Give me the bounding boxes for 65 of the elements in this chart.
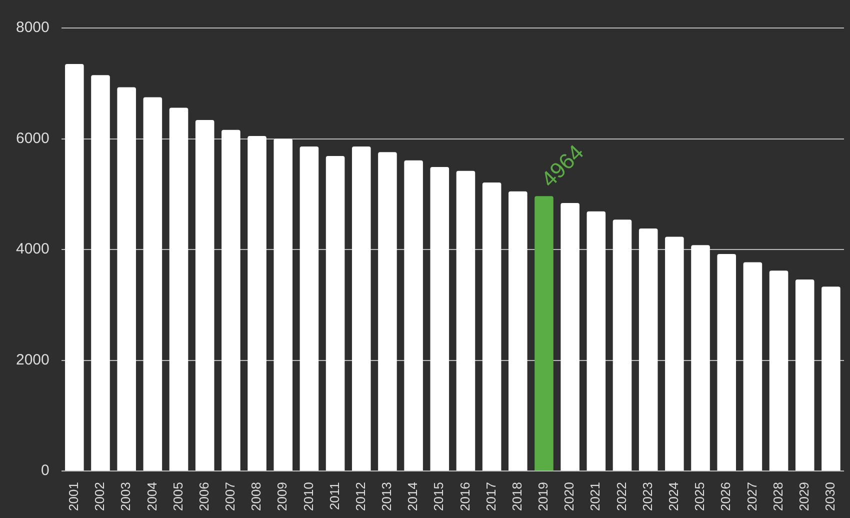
bar: [222, 130, 240, 471]
x-tick-label: 2022: [614, 482, 629, 511]
bar: [638, 228, 658, 471]
bar: [691, 245, 710, 471]
y-tick-label: 0: [41, 462, 50, 480]
bar: [117, 87, 136, 471]
x-tick-label: 2005: [170, 482, 186, 511]
x-tick-label: 2017: [483, 482, 498, 511]
bar: [795, 279, 814, 471]
x-tick-label: 2018: [509, 482, 524, 511]
x-tick-label: 2007: [222, 482, 238, 511]
x-tick-label: 2020: [562, 482, 577, 511]
x-tick-label: 2009: [274, 482, 290, 511]
x-tick-label: 2004: [144, 482, 160, 511]
bar: [65, 64, 84, 471]
bar: [560, 203, 580, 471]
bar: [326, 156, 345, 471]
bar: [508, 191, 528, 471]
bar: [248, 136, 266, 471]
bar: [482, 182, 502, 471]
x-tick-label: 2026: [718, 482, 734, 511]
bar: [143, 97, 162, 471]
bar: [456, 170, 476, 471]
x-tick-label: 2019: [536, 482, 551, 511]
x-tick-label: 2015: [431, 482, 446, 511]
x-tick-label: 2001: [66, 482, 81, 511]
x-tick-label: 2003: [118, 482, 134, 511]
x-tick-label: 2008: [248, 482, 264, 511]
x-tick-label: 2030: [822, 482, 838, 511]
x-tick-label: 2016: [457, 482, 472, 511]
bar: [274, 138, 293, 471]
y-tick-label: 2000: [16, 351, 50, 368]
bar: [665, 236, 684, 471]
bar: [91, 75, 110, 471]
bar: [534, 196, 554, 471]
x-tick-label: 2021: [588, 482, 603, 511]
bar: [612, 220, 632, 471]
bar: [743, 262, 762, 471]
bar: [430, 167, 450, 471]
x-tick-label: 2029: [796, 482, 812, 511]
bar: [300, 146, 319, 471]
bar: [769, 270, 788, 471]
y-tick-label: 6000: [16, 130, 50, 147]
x-tick-label: 2014: [405, 482, 420, 511]
bar: [586, 211, 606, 471]
x-tick-label: 2027: [744, 482, 760, 511]
y-tick-label: 4000: [16, 240, 50, 258]
bar: [717, 254, 736, 471]
bar: [169, 108, 188, 471]
x-tick-label: 2012: [352, 482, 368, 511]
x-tick-label: 2023: [640, 482, 655, 511]
x-tick-label: 2010: [300, 482, 316, 511]
y-tick-label: 8000: [16, 19, 50, 36]
x-tick-label: 2006: [196, 482, 212, 511]
bar: [822, 286, 840, 471]
x-tick-label: 2011: [326, 482, 342, 510]
x-tick-label: 2013: [379, 482, 394, 511]
x-tick-label: 2002: [92, 482, 108, 511]
x-tick-label: 2025: [692, 482, 708, 511]
bar: [404, 160, 423, 471]
x-tick-label: 2024: [666, 482, 682, 511]
bar: [195, 120, 214, 471]
bar: [378, 152, 397, 471]
bar: [352, 146, 371, 471]
x-tick-label: 2028: [770, 482, 786, 511]
